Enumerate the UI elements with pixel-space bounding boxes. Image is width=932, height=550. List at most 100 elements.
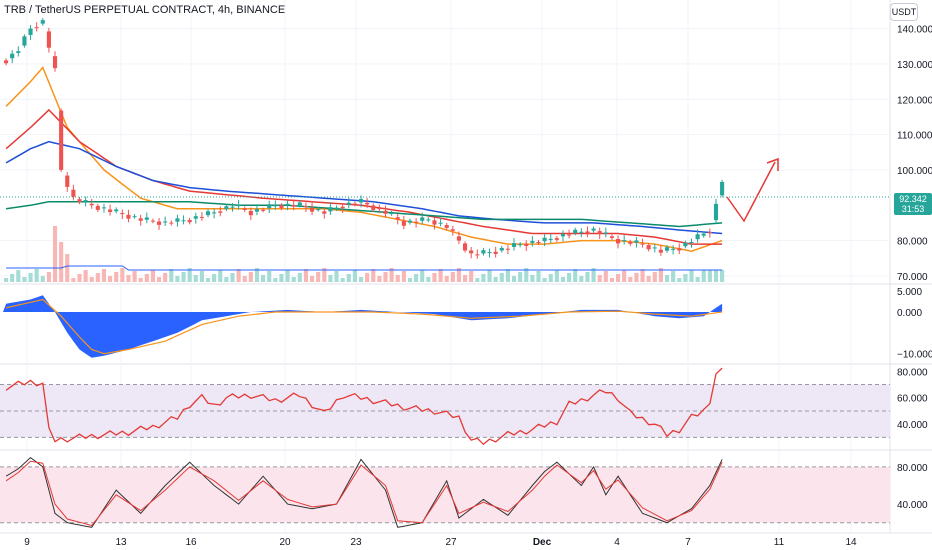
volume-bar [383, 272, 388, 282]
candle [518, 244, 523, 246]
candle [591, 228, 596, 231]
volume-bar [144, 274, 149, 282]
volume-bar [46, 272, 51, 282]
candle [352, 203, 357, 205]
candle [689, 242, 694, 244]
volume-bar [597, 275, 602, 282]
volume-bar [646, 276, 651, 282]
rsi-line [5, 367, 723, 446]
candle [658, 249, 663, 253]
volume-bar [224, 277, 229, 282]
volume-bar [71, 278, 76, 282]
candle [475, 254, 480, 256]
candle [132, 216, 137, 218]
candle [640, 243, 645, 245]
volume-bar [524, 268, 529, 282]
candle [616, 239, 621, 244]
candle [420, 217, 425, 221]
candle [150, 220, 155, 222]
y-tick-label: 110.000 [897, 131, 932, 142]
candle [157, 221, 162, 225]
candle [120, 213, 125, 215]
candle [401, 220, 406, 226]
volume-bar [395, 275, 400, 282]
y-tick-label: 80.000 [897, 367, 928, 378]
volume-bar [628, 277, 633, 282]
volume-bar [248, 272, 253, 282]
y-tick-label: 80.000 [897, 237, 928, 248]
volume-bar [193, 275, 198, 282]
candle [456, 236, 461, 241]
candle [328, 207, 333, 212]
volume-bar [120, 268, 125, 282]
volume-bar [59, 242, 64, 282]
volume-bar [401, 271, 406, 282]
y-tick-label: 40.000 [897, 420, 928, 431]
candle [254, 209, 260, 212]
candle [322, 211, 327, 214]
candle [524, 243, 529, 247]
y-tick-label: 60.000 [897, 394, 928, 405]
candle [28, 28, 33, 35]
volume-bar [132, 271, 137, 282]
volume-bar [542, 278, 547, 282]
volume-bar [138, 278, 143, 282]
candle [407, 220, 413, 223]
volume-bar [28, 273, 33, 282]
y-tick-label: 5.000 [897, 287, 922, 298]
x-tick-label: 13 [115, 537, 127, 548]
candle [597, 231, 602, 235]
volume-bar [77, 274, 82, 282]
candle [261, 209, 266, 211]
candle [603, 232, 608, 234]
volume-bar [499, 273, 504, 282]
candle [297, 202, 302, 206]
candle [212, 212, 217, 214]
volume-bar [16, 270, 21, 282]
volume-bar [10, 274, 15, 282]
volume-bar [322, 268, 327, 282]
volume-bar [579, 276, 584, 282]
ema-line [5, 140, 723, 235]
volume-bar [487, 270, 492, 282]
candle [205, 211, 211, 216]
candle [567, 234, 572, 236]
candle [34, 27, 39, 29]
candle [365, 202, 370, 205]
volume-bar [622, 270, 627, 282]
volume-bar [377, 276, 382, 282]
candle [628, 241, 633, 244]
candle [511, 243, 517, 247]
volume-bar [591, 268, 596, 282]
candle [279, 205, 284, 209]
volume-ma-line [6, 265, 723, 271]
candle [340, 206, 345, 209]
candle [291, 205, 296, 207]
volume-bar [475, 278, 480, 282]
volume-bar [212, 274, 217, 282]
candle [65, 175, 70, 187]
candle [560, 233, 566, 237]
volume-bar [493, 277, 498, 282]
candle [542, 237, 547, 242]
volume-bar [4, 278, 9, 282]
volume-bar [346, 274, 351, 282]
volume-bar [505, 269, 510, 282]
y-tick-label: 0.000 [897, 308, 922, 319]
volume-bar [689, 270, 694, 282]
candle [444, 225, 449, 228]
volume-bar [554, 270, 559, 282]
candle [16, 51, 21, 53]
candle [95, 205, 100, 210]
candle [138, 218, 143, 221]
candle [77, 199, 82, 202]
candle [285, 203, 290, 206]
volume-bar [163, 273, 168, 282]
volume-bar [303, 269, 308, 282]
x-tick-label: 14 [845, 537, 857, 548]
last-price-value: 92.342 [899, 194, 927, 204]
macd-histogram-area [3, 295, 723, 358]
candle [579, 231, 584, 233]
volume-bar [22, 277, 27, 282]
